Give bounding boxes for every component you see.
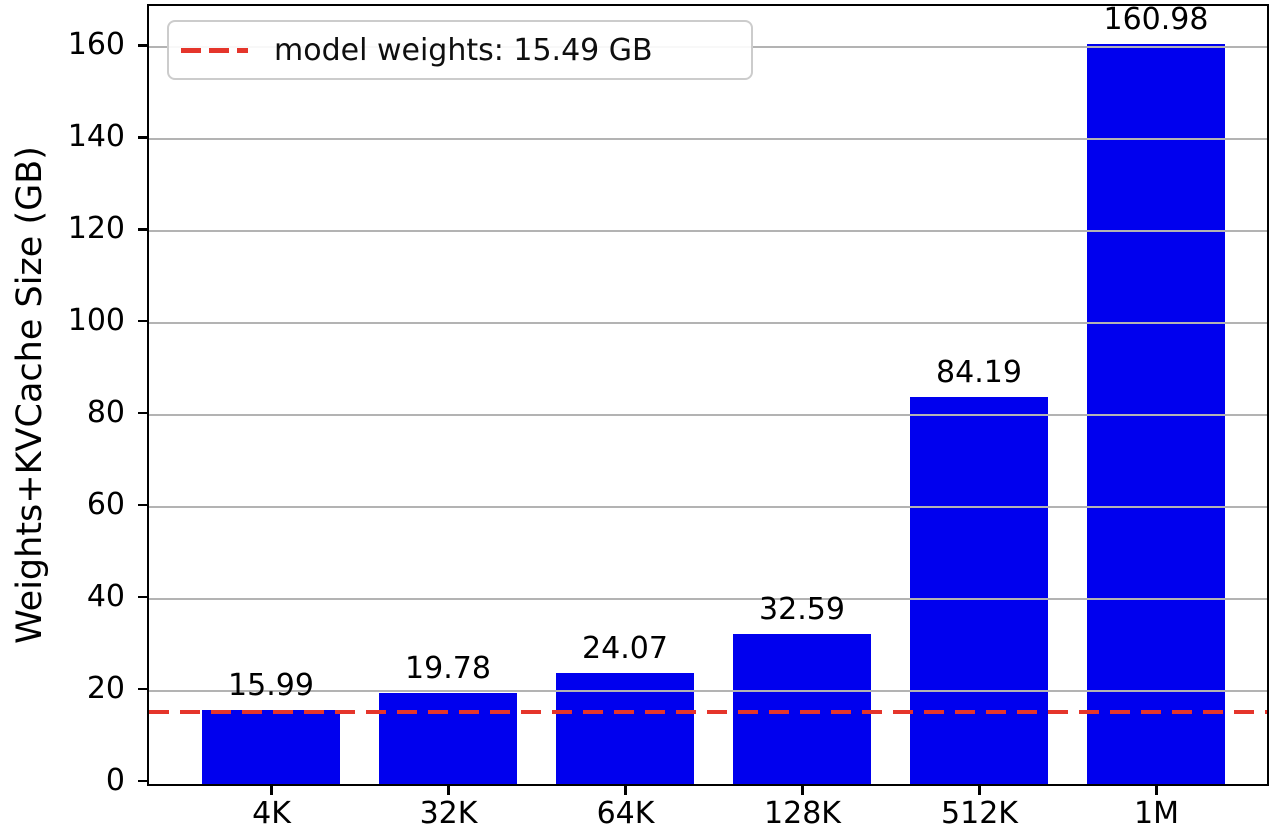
y-tick-label-40: 40 — [86, 579, 125, 615]
y-tick-mark-60 — [138, 503, 147, 507]
bar-32K — [379, 693, 517, 784]
bar-value-label-512K: 84.19 — [936, 354, 1022, 390]
bar-128K — [733, 634, 871, 784]
bar-4K — [202, 710, 340, 784]
gridline-80 — [149, 414, 1267, 417]
gridline-60 — [149, 506, 1267, 509]
x-tick-mark-128K — [801, 786, 804, 795]
x-tick-label-1M: 1M — [1134, 796, 1179, 831]
bar-value-label-4K: 15.99 — [228, 668, 314, 704]
y-tick-mark-140 — [138, 136, 147, 139]
y-tick-mark-80 — [138, 411, 147, 415]
x-tick-label-128K: 128K — [764, 796, 841, 831]
y-tick-mark-100 — [138, 319, 147, 323]
y-axis-title: Weights+KVCache Size (GB) — [10, 146, 50, 644]
gridline-140 — [149, 138, 1267, 141]
y-tick-mark-120 — [138, 228, 147, 231]
bar-512K — [910, 396, 1048, 784]
y-tick-mark-20 — [138, 687, 147, 691]
y-tick-label-140: 140 — [67, 119, 125, 155]
y-tick-mark-40 — [138, 595, 147, 599]
x-tick-mark-64K — [624, 786, 627, 795]
bar-value-label-128K: 32.59 — [759, 592, 845, 628]
y-tick-label-100: 100 — [67, 303, 125, 339]
bar-value-label-1M: 160.98 — [1103, 1, 1209, 37]
x-tick-label-512K: 512K — [941, 796, 1018, 831]
y-tick-label-60: 60 — [86, 487, 125, 523]
legend-label: model weights: 15.49 GB — [274, 32, 653, 68]
x-tick-mark-512K — [978, 786, 981, 795]
x-tick-label-64K: 64K — [596, 796, 655, 831]
gridline-20 — [149, 690, 1267, 693]
legend: model weights: 15.49 GB — [167, 20, 753, 80]
bar-1M — [1087, 43, 1225, 784]
y-tick-mark-0 — [138, 779, 147, 783]
x-axis-tick-area: 4K 32K 64K 128K 512K 1M — [147, 786, 1269, 836]
gridline-40 — [149, 598, 1267, 601]
y-tick-label-80: 80 — [86, 395, 125, 431]
y-axis-tick-area: 0 20 40 60 80 100 120 140 160 — [0, 4, 147, 798]
legend-dashed-line-icon — [181, 47, 248, 53]
x-tick-mark-4K — [270, 786, 273, 795]
y-tick-label-20: 20 — [86, 671, 125, 707]
y-tick-label-120: 120 — [67, 211, 125, 247]
plot-area: model weights: 15.49 GB 15.99 19.78 24.07 3… — [147, 1, 1269, 786]
y-tick-mark-160 — [138, 44, 147, 47]
x-tick-mark-1M — [1155, 786, 1158, 795]
gridline-100 — [149, 322, 1267, 325]
bar-value-label-64K: 24.07 — [582, 631, 668, 667]
x-tick-label-4K: 4K — [252, 796, 291, 831]
y-tick-label-0: 0 — [105, 763, 125, 798]
bar-value-label-32K: 19.78 — [405, 651, 491, 687]
model-weights-reference-line — [149, 709, 1267, 714]
gridline-120 — [149, 230, 1267, 233]
y-tick-label-160: 160 — [67, 27, 125, 63]
x-tick-mark-32K — [447, 786, 450, 795]
x-tick-label-32K: 32K — [419, 796, 478, 831]
